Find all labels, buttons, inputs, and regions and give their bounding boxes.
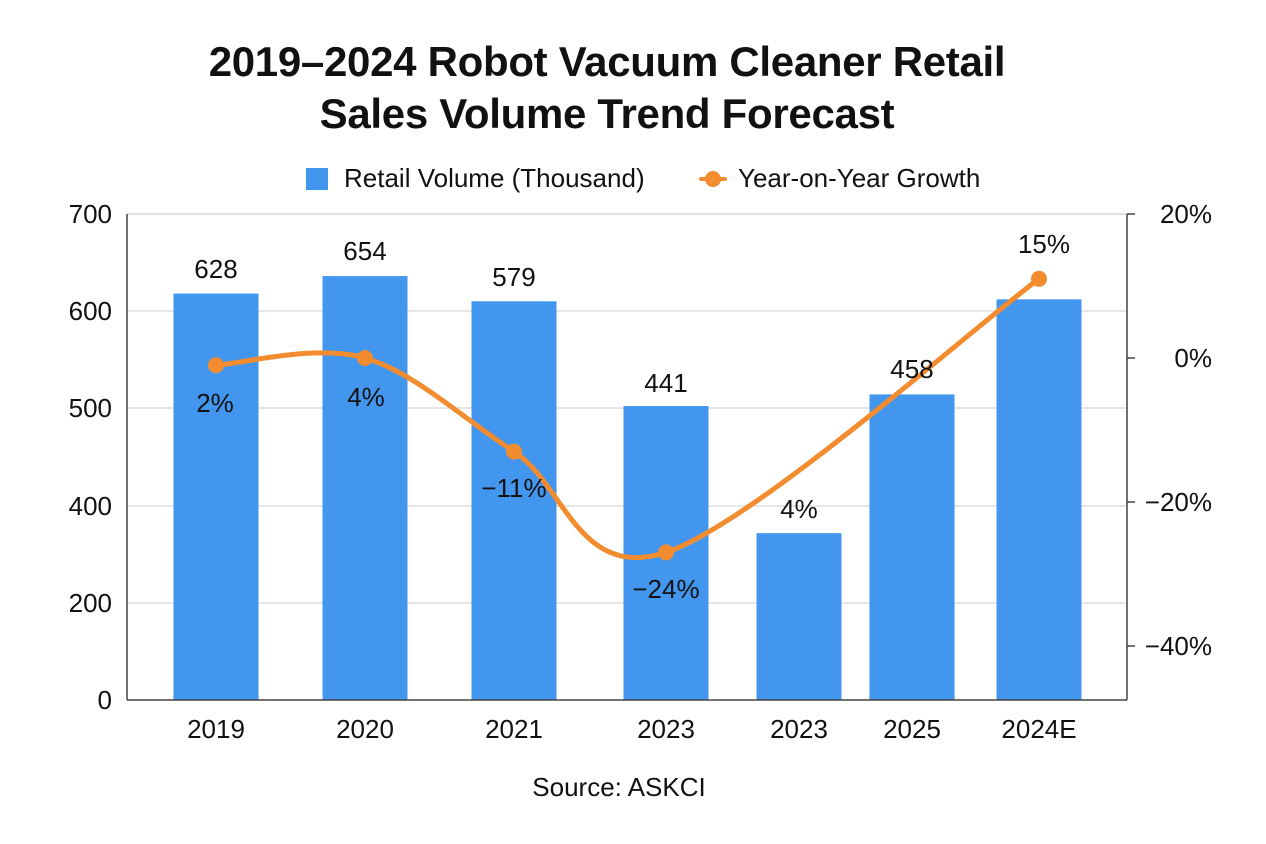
bar-value-label: 4%: [780, 494, 818, 524]
growth-point: [357, 350, 373, 366]
growth-value-label: −11%: [481, 473, 546, 503]
left-tick-label: 400: [69, 491, 112, 521]
chart-title: 2019–2024 Robot Vacuum Cleaner Retail Sa…: [92, 36, 1122, 140]
category-label: 2023: [637, 714, 695, 744]
data-labels: 628 654 579 441 4% 458 2% 4% −11% −24% 15%: [194, 229, 1070, 604]
right-tick-label: 0%: [1174, 343, 1212, 373]
growth-point: [1031, 270, 1047, 287]
growth-value-label: 15%: [1018, 229, 1070, 259]
category-label: 2020: [336, 714, 394, 744]
axes: 0 200 400 500 600 700 20% 0% −20% −40% 2019 2020 202…: [69, 199, 1212, 744]
growth-point: [658, 544, 674, 561]
bar-value-label: 579: [492, 262, 535, 292]
bars: [173, 276, 1082, 700]
bar-2021: [471, 301, 557, 700]
bar-2019: [173, 293, 259, 700]
category-label: 2019: [187, 714, 245, 744]
left-tick-label: 200: [69, 588, 112, 618]
category-label: 2024E: [1001, 714, 1076, 744]
growth-point: [506, 443, 522, 460]
bar-value-label: 654: [343, 236, 386, 266]
category-label: 2023: [770, 714, 828, 744]
right-tick-label: 20%: [1160, 199, 1212, 229]
bar-2025: [869, 394, 955, 700]
growth-point: [208, 357, 224, 374]
growth-value-label: 2%: [196, 388, 234, 418]
chart-legend: Retail Volume (Thousand) Year-on-Year Gr…: [0, 160, 1266, 196]
source-note: Source: ASKCI: [532, 772, 706, 802]
right-tick-label: −20%: [1145, 487, 1212, 517]
left-tick-label: 500: [69, 393, 112, 423]
growth-line-path: [213, 276, 1042, 561]
legend-bar-label: Retail Volume (Thousand): [344, 163, 645, 193]
right-tick-label: −40%: [1145, 631, 1212, 661]
category-label: 2021: [485, 714, 543, 744]
growth-value-label: 4%: [347, 382, 385, 412]
chart-title-line-1: 2019–2024 Robot Vacuum Cleaner Retail: [208, 38, 1006, 85]
bar-value-label: 458: [890, 354, 933, 384]
growth-line: [208, 270, 1047, 561]
category-label: 2025: [883, 714, 941, 744]
legend-line-dot: [705, 171, 721, 187]
bar-value-label: 441: [644, 368, 687, 398]
left-tick-label: 600: [69, 296, 112, 326]
bar-value-label: 628: [194, 254, 237, 284]
legend-bar-swatch: [306, 168, 328, 190]
legend-line-label: Year-on-Year Growth: [738, 163, 981, 193]
left-tick-label: 0: [98, 685, 112, 715]
growth-value-label: −24%: [632, 574, 699, 604]
chart-title-line-2: Sales Volume Trend Forecast: [319, 90, 895, 137]
bar-2020: [322, 276, 408, 700]
left-tick-label: 700: [69, 199, 112, 229]
bar-2023: [756, 533, 842, 700]
bar-2024e: [996, 299, 1082, 700]
